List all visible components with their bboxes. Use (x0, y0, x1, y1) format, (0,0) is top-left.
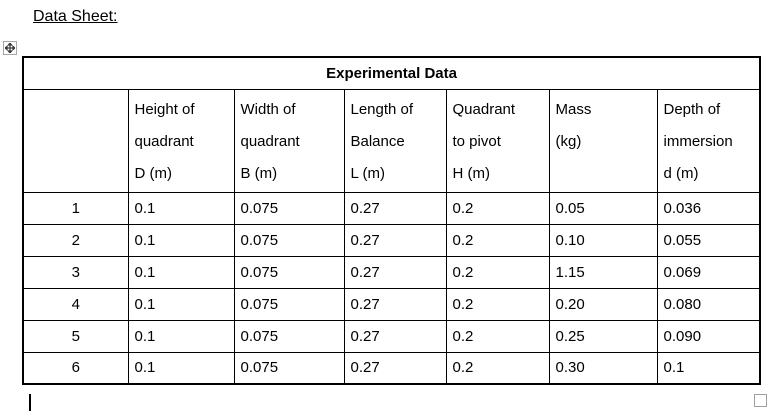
row-number[interactable]: 1 (22, 191, 129, 225)
header-cell-quadrant-pivot[interactable]: Quadrant to pivot H (m) (445, 88, 550, 193)
table-row: 4 0.1 0.075 0.27 0.2 0.20 0.080 (22, 287, 761, 321)
header-cell-depth[interactable]: Depth of immersion d (m) (656, 88, 761, 193)
cell-mass[interactable]: 0.20 (548, 287, 658, 321)
table-row: 3 0.1 0.075 0.27 0.2 1.15 0.069 (22, 255, 761, 289)
move-cross-icon (5, 43, 15, 53)
document-heading[interactable]: Data Sheet: (33, 8, 118, 25)
table-row: 6 0.1 0.075 0.27 0.2 0.30 0.1 (22, 351, 761, 385)
row-number[interactable]: 3 (22, 255, 129, 289)
cell-height[interactable]: 0.1 (127, 351, 235, 385)
cell-width[interactable]: 0.075 (233, 319, 345, 353)
cell-width[interactable]: 0.075 (233, 287, 345, 321)
cell-length[interactable]: 0.27 (343, 223, 447, 257)
cell-width[interactable]: 0.075 (233, 191, 345, 225)
cell-length[interactable]: 0.27 (343, 319, 447, 353)
header-cell-mass[interactable]: Mass (kg) (548, 88, 658, 193)
table-title[interactable]: Experimental Data (22, 56, 761, 90)
cell-depth[interactable]: 0.055 (656, 223, 761, 257)
header-cell-width[interactable]: Width of quadrant B (m) (233, 88, 345, 193)
cell-quadrant-pivot[interactable]: 0.2 (445, 255, 550, 289)
cell-width[interactable]: 0.075 (233, 351, 345, 385)
cell-quadrant-pivot[interactable]: 0.2 (445, 351, 550, 385)
cell-length[interactable]: 0.27 (343, 255, 447, 289)
cell-height[interactable]: 0.1 (127, 255, 235, 289)
cell-mass[interactable]: 1.15 (548, 255, 658, 289)
cell-length[interactable]: 0.27 (343, 351, 447, 385)
header-cell-length[interactable]: Length of Balance L (m) (343, 88, 447, 193)
row-number[interactable]: 5 (22, 319, 129, 353)
table-row: 5 0.1 0.075 0.27 0.2 0.25 0.090 (22, 319, 761, 353)
header-cell-blank[interactable] (22, 88, 129, 193)
cell-width[interactable]: 0.075 (233, 223, 345, 257)
cell-depth[interactable]: 0.036 (656, 191, 761, 225)
cell-length[interactable]: 0.27 (343, 191, 447, 225)
cell-mass[interactable]: 0.25 (548, 319, 658, 353)
table-resize-handle[interactable] (754, 394, 767, 407)
row-number[interactable]: 6 (22, 351, 129, 385)
cell-height[interactable]: 0.1 (127, 223, 235, 257)
cell-mass[interactable]: 0.10 (548, 223, 658, 257)
cell-depth[interactable]: 0.090 (656, 319, 761, 353)
table-move-handle[interactable] (3, 41, 17, 55)
cell-length[interactable]: 0.27 (343, 287, 447, 321)
row-number[interactable]: 2 (22, 223, 129, 257)
table-row: 1 0.1 0.075 0.27 0.2 0.05 0.036 (22, 191, 761, 225)
cell-mass[interactable]: 0.05 (548, 191, 658, 225)
cell-quadrant-pivot[interactable]: 0.2 (445, 319, 550, 353)
cell-height[interactable]: 0.1 (127, 319, 235, 353)
header-cell-height[interactable]: Height of quadrant D (m) (127, 88, 235, 193)
text-cursor (29, 394, 31, 411)
cell-depth[interactable]: 0.069 (656, 255, 761, 289)
cell-quadrant-pivot[interactable]: 0.2 (445, 191, 550, 225)
experimental-data-table: Experimental Data Height of quadrant D (… (22, 56, 762, 385)
cell-quadrant-pivot[interactable]: 0.2 (445, 223, 550, 257)
row-number[interactable]: 4 (22, 287, 129, 321)
cell-height[interactable]: 0.1 (127, 287, 235, 321)
cell-mass[interactable]: 0.30 (548, 351, 658, 385)
cell-depth[interactable]: 0.1 (656, 351, 761, 385)
table-row: 2 0.1 0.075 0.27 0.2 0.10 0.055 (22, 223, 761, 257)
cell-height[interactable]: 0.1 (127, 191, 235, 225)
cell-depth[interactable]: 0.080 (656, 287, 761, 321)
cell-width[interactable]: 0.075 (233, 255, 345, 289)
cell-quadrant-pivot[interactable]: 0.2 (445, 287, 550, 321)
